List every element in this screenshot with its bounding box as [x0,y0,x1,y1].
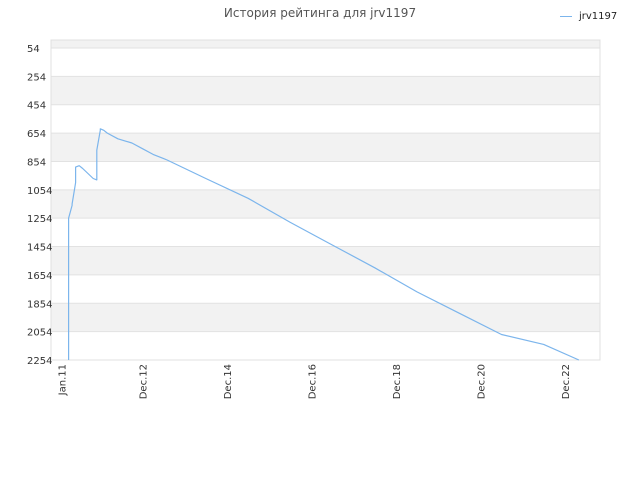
x-tick-label: Dec.12 [139,364,150,399]
plot-band [51,161,600,190]
x-tick-label: Dec.18 [392,364,403,399]
x-tick-label: Jan.11 [58,364,69,396]
y-tick-label: 1854 [27,299,52,310]
x-tick-label: Dec.14 [223,364,234,399]
y-tick-label: 854 [27,157,46,168]
series-line-jrv1197 [68,128,580,361]
y-tick-label: 2054 [27,328,52,339]
y-tick-label: 254 [27,72,46,83]
plot-frame [50,39,601,361]
y-tick-label: 1454 [27,243,52,254]
y-tick-label: 454 [27,101,46,112]
x-tick-label: Dec.20 [476,364,487,399]
legend-swatch [560,15,572,17]
y-tick-label: 1654 [27,271,52,282]
chart-title: История рейтинга для jrv1197 [223,6,417,20]
x-tick-label: Dec.16 [307,364,318,399]
plot-band [51,104,600,134]
y-tick-label: 54 [27,44,40,55]
legend-label: jrv1197 [579,10,618,22]
y-tick-label: 1054 [27,186,52,197]
plot-band [51,218,600,247]
plot-band [51,40,600,48]
plot-band [51,303,600,332]
plot-band [51,189,600,219]
y-tick-label: 1254 [27,214,52,225]
y-tick-label: 2254 [27,356,52,367]
plot-band [51,133,600,162]
legend[interactable]: jrv1197 [560,9,617,23]
y-tick-label: 654 [27,129,46,140]
plot-band [51,76,600,105]
plot-band [51,331,600,360]
plot-band [51,274,600,304]
plot-band [51,246,600,275]
x-tick-label: Dec.22 [561,364,572,399]
plot-band [51,48,600,77]
